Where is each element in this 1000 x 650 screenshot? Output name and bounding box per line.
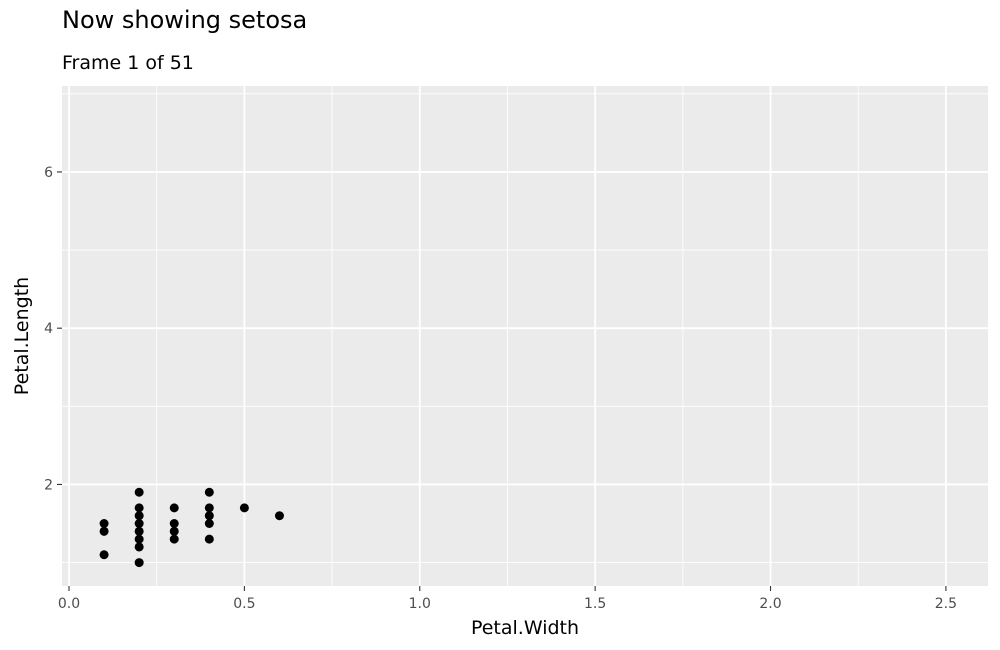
axes: 0.0 0.5 1.0 1.5 2.0 2.5 2 4 6	[44, 165, 957, 612]
data-point	[204, 503, 214, 513]
data-point	[134, 558, 144, 568]
y-axis-title: Petal.Length	[11, 277, 33, 395]
x-tick-label: 2.5	[935, 596, 957, 612]
data-point	[99, 550, 109, 560]
data-point	[169, 526, 179, 536]
x-tick-label: 1.0	[409, 596, 431, 612]
major-gridlines	[62, 86, 988, 586]
y-tick-label: 2	[44, 477, 53, 493]
x-tick-label: 2.0	[759, 596, 781, 612]
data-point	[134, 519, 144, 528]
x-tick-label: 0.5	[233, 596, 255, 612]
x-axis-title: Petal.Width	[471, 617, 579, 639]
data-point	[134, 503, 144, 513]
data-point	[99, 526, 109, 536]
x-tick-label: 1.5	[584, 596, 606, 612]
data-points	[99, 487, 284, 568]
data-point	[204, 511, 214, 521]
data-point	[134, 534, 144, 544]
data-point	[204, 487, 214, 497]
data-point	[204, 519, 214, 528]
data-point	[204, 534, 214, 544]
chart-subtitle: Frame 1 of 51	[62, 52, 194, 74]
data-point	[134, 511, 144, 521]
data-point	[169, 519, 179, 528]
data-point	[134, 526, 144, 536]
y-tick-label: 6	[44, 165, 53, 181]
data-point	[169, 534, 179, 544]
data-point	[169, 503, 179, 513]
data-point	[274, 511, 284, 521]
y-tick-label: 4	[44, 321, 53, 337]
chart-title: Now showing setosa	[62, 6, 308, 34]
x-tick-label: 0.0	[58, 596, 80, 612]
plot-panel	[62, 86, 988, 586]
data-point	[239, 503, 249, 513]
minor-gridlines	[62, 86, 988, 586]
data-point	[134, 487, 144, 497]
data-point	[99, 519, 109, 528]
data-point	[134, 542, 144, 552]
